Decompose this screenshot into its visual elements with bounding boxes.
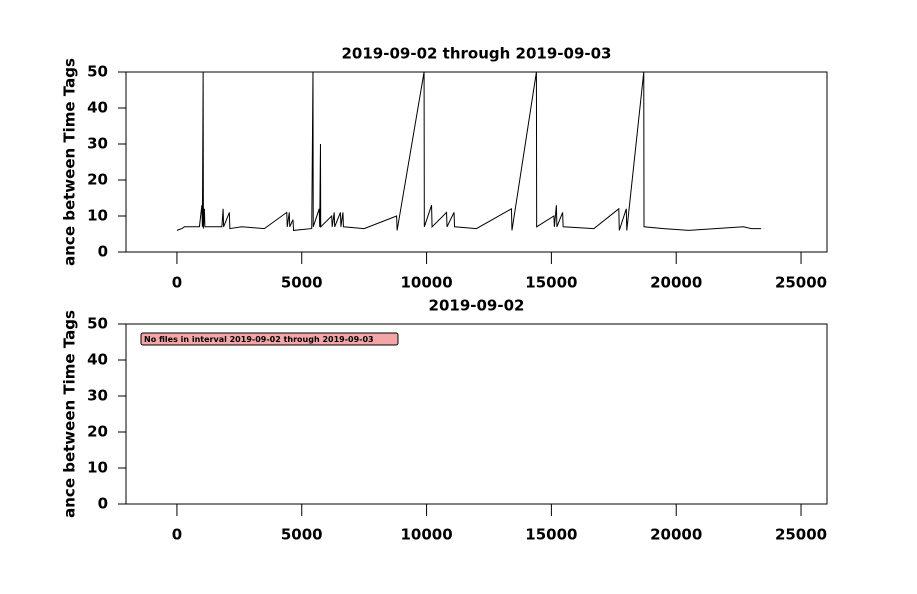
plot-frame [125, 323, 828, 505]
data-line [176, 71, 762, 231]
y-tick-label: 40 [87, 351, 108, 369]
x-tick-label: 15000 [525, 274, 577, 292]
x-tick-label: 20000 [650, 274, 702, 292]
y-tick-label: 50 [87, 63, 108, 81]
x-tick-label: 0 [172, 526, 182, 544]
x-tick-label: 0 [172, 274, 182, 292]
y-tick-label: 50 [87, 315, 108, 333]
y-axis-label: ance between Time Tags [61, 310, 79, 518]
x-tick-label: 10000 [400, 526, 452, 544]
y-axis-label: ance between Time Tags [61, 58, 79, 266]
x-tick-label: 5000 [281, 526, 323, 544]
y-tick-label: 10 [87, 207, 108, 225]
x-tick-label: 15000 [525, 526, 577, 544]
y-tick-label: 10 [87, 459, 108, 477]
plot-frame [125, 71, 828, 253]
annotation-box [140, 332, 399, 346]
x-tick-label: 25000 [775, 526, 827, 544]
y-tick-label: 30 [87, 387, 108, 405]
x-tick-label: 20000 [650, 526, 702, 544]
x-tick-label: 25000 [775, 274, 827, 292]
x-tick-label: 5000 [281, 274, 323, 292]
chart-title: 2019-09-02 [429, 297, 525, 315]
chart-title: 2019-09-02 through 2019-09-03 [342, 45, 612, 63]
y-tick-label: 30 [87, 135, 108, 153]
y-tick-label: 20 [87, 423, 108, 441]
y-tick-label: 0 [98, 495, 108, 513]
y-tick-label: 40 [87, 99, 108, 117]
y-tick-label: 0 [98, 243, 108, 261]
x-tick-label: 10000 [400, 274, 452, 292]
annotation: No files in interval 2019-09-02 through … [144, 335, 374, 344]
y-tick-label: 20 [87, 171, 108, 189]
